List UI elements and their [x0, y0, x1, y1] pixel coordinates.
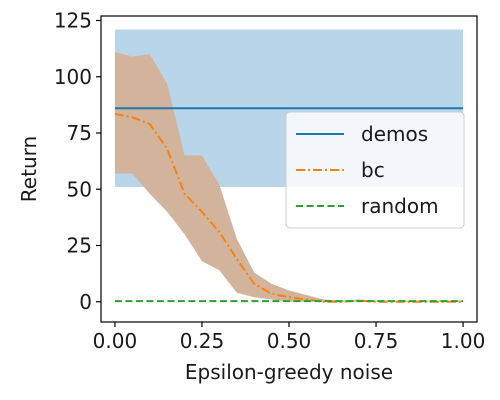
x-axis-label: Epsilon-greedy noise [185, 360, 393, 384]
legend-demos-label: demos [361, 122, 428, 146]
legend-random-label: random [361, 194, 439, 218]
y-tick-label: 75 [67, 121, 92, 145]
legend-box [285, 111, 465, 229]
y-axis-label: Return [17, 136, 41, 202]
bc-band [114, 52, 464, 302]
y-axis-ticks: 0 25 50 75 100 125 [54, 9, 101, 314]
x-tick-label: 0.25 [180, 329, 225, 353]
legend-bc-label: bc [361, 158, 385, 182]
y-tick-label: 0 [79, 290, 92, 314]
plot-area: 0.00 0.25 0.50 0.75 1.00 0 25 50 75 100 125 [54, 9, 486, 354]
x-tick-label: 0.00 [93, 329, 138, 353]
y-tick-label: 125 [54, 9, 92, 33]
x-tick-label: 0.50 [267, 329, 312, 353]
y-tick-label: 50 [67, 177, 92, 201]
x-tick-label: 1.00 [441, 329, 486, 353]
legend: demos bc random [285, 111, 465, 229]
y-tick-label: 25 [67, 234, 92, 258]
y-tick-label: 100 [54, 65, 92, 89]
x-axis-ticks: 0.00 0.25 0.50 0.75 1.00 [93, 322, 486, 353]
series-lines [114, 107, 464, 303]
x-tick-label: 0.75 [354, 329, 399, 353]
